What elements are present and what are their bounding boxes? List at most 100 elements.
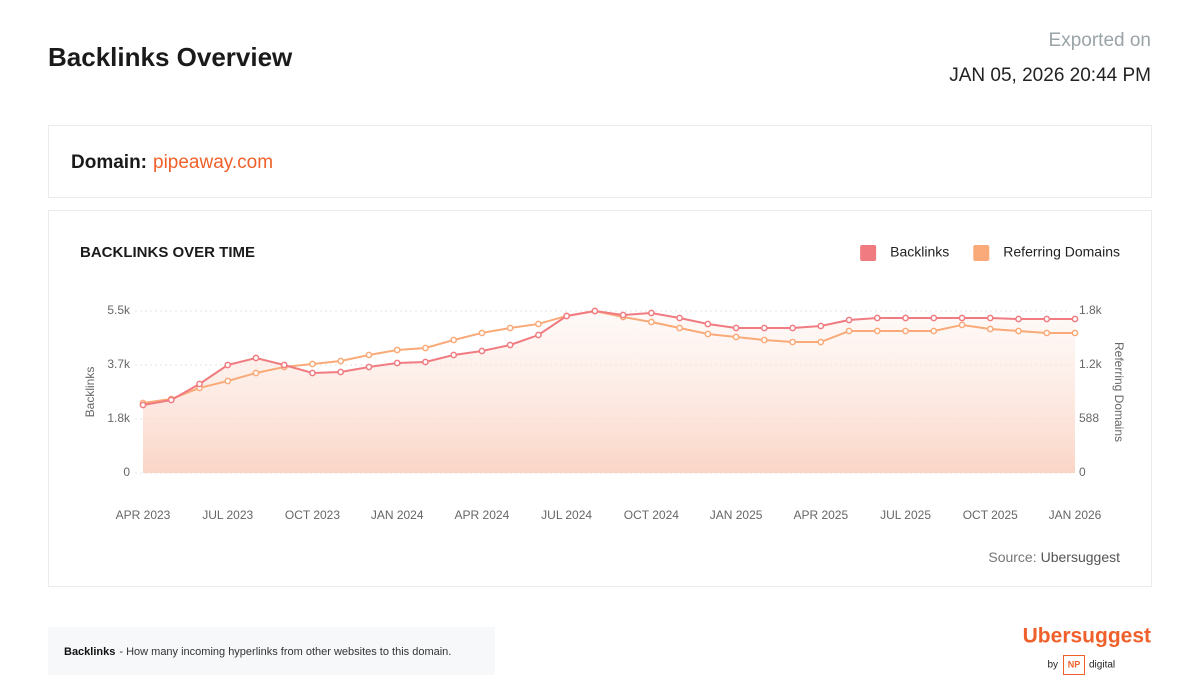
series-line	[142, 309, 1075, 406]
data-point	[845, 316, 853, 324]
data-point	[648, 318, 655, 326]
domain-line: Domain: pipeaway.com	[71, 152, 273, 173]
data-point	[902, 327, 909, 335]
x-tick-label: JUL 2024	[541, 508, 592, 522]
data-point	[506, 341, 514, 349]
data-point	[648, 309, 655, 317]
footnote-term: Backlinks	[64, 646, 115, 658]
data-point	[1071, 315, 1079, 323]
data-point	[139, 401, 147, 409]
data-point	[422, 358, 429, 366]
data-point	[535, 331, 542, 339]
x-tick-label: OCT 2025	[963, 508, 1018, 522]
data-point	[309, 369, 316, 377]
data-point	[450, 351, 458, 359]
y-tick-label: 5.5k	[107, 303, 131, 317]
x-tick-label: APR 2024	[455, 508, 510, 522]
logo-badge: NP	[1068, 659, 1081, 669]
logo-badge-box	[1063, 655, 1085, 675]
data-point	[450, 336, 458, 344]
data-point	[167, 396, 175, 404]
data-point	[986, 325, 994, 333]
data-point	[704, 330, 712, 338]
y2-tick-label: 1.8k	[1079, 303, 1103, 317]
data-point	[958, 321, 966, 329]
data-point	[591, 307, 599, 315]
data-point	[930, 327, 938, 335]
domain-label: Domain:	[71, 152, 147, 173]
data-point	[478, 347, 486, 355]
data-point	[732, 324, 740, 332]
data-point	[760, 324, 768, 332]
data-point	[958, 314, 966, 322]
logo-name: Ubersuggest	[1023, 625, 1151, 648]
data-point	[902, 314, 909, 322]
logo-suffix: digital	[1089, 660, 1115, 671]
data-point	[393, 346, 401, 354]
data-point	[478, 329, 486, 337]
y2-tick-label: 0	[1079, 465, 1086, 479]
domain-value: pipeaway.com	[153, 152, 273, 173]
data-point	[676, 324, 683, 332]
data-point	[506, 324, 514, 332]
data-point	[817, 338, 825, 346]
legend-label: Backlinks	[890, 244, 949, 260]
legend-swatch	[973, 245, 990, 261]
data-point	[1071, 329, 1079, 337]
data-point	[986, 314, 994, 322]
data-point	[365, 363, 373, 371]
export-label: Exported on	[1049, 30, 1151, 51]
data-point	[224, 377, 232, 385]
x-tick-label: JAN 2025	[710, 508, 763, 522]
data-point	[224, 361, 232, 369]
x-tick-label: JAN 2024	[371, 508, 424, 522]
data-point	[789, 338, 796, 346]
chart-title: BACKLINKS OVER TIME	[80, 244, 255, 261]
data-point	[845, 327, 853, 335]
x-tick-label: APR 2025	[793, 508, 848, 522]
data-point	[873, 314, 881, 322]
data-point	[337, 368, 345, 376]
data-point	[873, 327, 881, 335]
data-point	[252, 354, 260, 362]
y2-tick-label: 1.2k	[1079, 357, 1103, 371]
y2-axis-title: Referring Domains	[1112, 342, 1126, 442]
data-point	[1043, 329, 1051, 337]
data-point	[393, 359, 401, 367]
area	[143, 311, 1075, 473]
logo-by: by	[1047, 660, 1058, 671]
x-tick-label: JUL 2023	[202, 508, 253, 522]
data-point	[1015, 327, 1022, 335]
data-point	[309, 360, 316, 368]
data-point	[196, 380, 203, 388]
y2-tick-label: 588	[1079, 411, 1099, 425]
footnote-text: - How many incoming hyperlinks from othe…	[119, 646, 451, 658]
data-point	[676, 314, 683, 322]
plot: 0 1.8k 3.7k 5.5k 0 588 1.2k 1.8k APR 2023 JUL 202…	[107, 303, 1102, 522]
source-value: Ubersuggest	[1041, 549, 1120, 565]
data-point	[732, 333, 740, 341]
y-tick-label: 1.8k	[107, 411, 131, 425]
page-title: Backlinks Overview	[48, 42, 293, 72]
data-point	[252, 369, 260, 377]
data-point	[789, 324, 796, 332]
export-date: JAN 05, 2026 20:44 PM	[949, 65, 1151, 86]
data-point	[1043, 315, 1051, 323]
source-label: Source:	[988, 549, 1036, 565]
data-point	[563, 312, 570, 320]
data-point	[422, 344, 429, 352]
data-point	[619, 311, 627, 319]
x-tick-label: OCT 2024	[624, 508, 679, 522]
data-point	[930, 314, 938, 322]
footnote: Backlinks - How many incoming hyperlinks …	[64, 646, 451, 658]
footnote-box	[48, 627, 495, 675]
x-tick-label: JAN 2026	[1049, 508, 1102, 522]
data-point	[1015, 315, 1022, 323]
y-axis-title: Backlinks	[83, 367, 97, 418]
data-point	[535, 320, 542, 328]
x-tick-label: JUL 2025	[880, 508, 931, 522]
data-point	[704, 320, 712, 328]
x-tick-label: APR 2023	[116, 508, 171, 522]
